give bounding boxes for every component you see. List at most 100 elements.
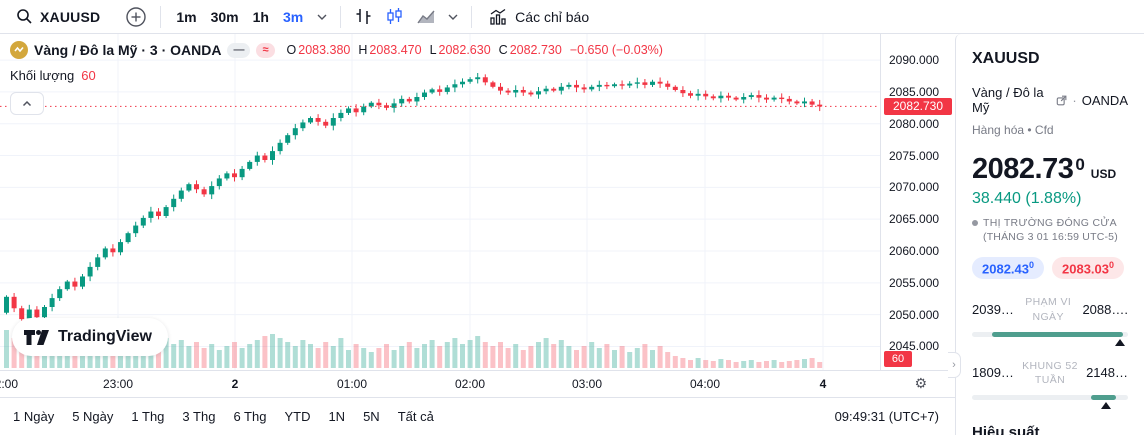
- sidebar-last-price: 2082.73 0 USD: [972, 153, 1128, 186]
- interval-button-1h[interactable]: 1h: [252, 8, 269, 25]
- sidebar-symbol-title: XAUUSD: [972, 50, 1040, 67]
- market-status-time: (THÁNG 3 01 16:59 UTC-5): [983, 231, 1118, 243]
- sidebar-symbol-name[interactable]: Vàng / Đô la Mỹ: [972, 85, 1044, 115]
- time-tick-label: 03:00: [571, 377, 603, 391]
- price-axis[interactable]: 2090.000 2085.000 2080.000 2075.000 2070.000…: [880, 34, 955, 370]
- time-tick-label: 2: [231, 377, 239, 391]
- indicators-button[interactable]: Các chỉ báo: [480, 3, 597, 31]
- time-tick-label: 02:00: [454, 377, 486, 391]
- time-tick-label: 01:00: [336, 377, 368, 391]
- market-status-label: THỊ TRƯỜNG ĐÓNG CỬA: [983, 217, 1117, 229]
- chart-main-column: Vàng / Đô la Mỹ · 3 · OANDA — ≈ O 2083.38…: [0, 34, 955, 435]
- chart-type-dropdown-chevron[interactable]: [443, 7, 463, 27]
- candles-chart-icon: [387, 8, 402, 24]
- week52-range-bar: [972, 395, 1128, 410]
- range-button-3-thg[interactable]: 3 Thg: [182, 409, 216, 424]
- range-button-6-thg[interactable]: 6 Thg: [233, 409, 267, 424]
- gear-icon[interactable]: ⚙: [914, 375, 927, 391]
- ohlc-change: −0.650 (−0.03%): [569, 43, 663, 57]
- pane-collapse-button[interactable]: [10, 92, 44, 115]
- time-axis[interactable]: ⚙ 22:00 23:00 2 01:00 02:00 03:00 04:00 4: [0, 370, 955, 397]
- week52-low: 1809…: [972, 365, 1014, 381]
- ask-pill[interactable]: 2083.030: [1052, 257, 1125, 280]
- indicators-icon: [490, 8, 506, 25]
- chart-region: Vàng / Đô la Mỹ · 3 · OANDA — ≈ O 2083.38…: [0, 34, 955, 370]
- day-range-label: PHẠM VI NGÀY: [1025, 296, 1072, 323]
- toolbar-symbol-label: XAUUSD: [40, 8, 101, 25]
- last-price-badge: 2082.730: [884, 97, 952, 115]
- week52-high: 2148…: [1086, 365, 1128, 381]
- interval-button-3m[interactable]: 3m: [282, 8, 304, 25]
- symbol-detail-sidebar: XAUUSD Vàng / Đô la Mỹ · OANDA Hàng hóa …: [955, 34, 1144, 435]
- chart-type-area-button[interactable]: [411, 3, 441, 30]
- search-icon: [17, 9, 32, 24]
- ohlc-values: O 2083.380 H 2083.470 L 2082.630 C 2082.730 −0.6…: [287, 43, 663, 57]
- time-tick-label: 04:00: [689, 377, 721, 391]
- day-range-fill: [992, 331, 1124, 337]
- sidebar-price-change: 38.440 (1.88%): [972, 190, 1082, 207]
- sidebar-collapse-handle[interactable]: ›: [948, 352, 961, 378]
- range-button-1n[interactable]: 1N: [328, 409, 346, 424]
- price-sup: 0: [1075, 155, 1085, 174]
- sidebar-exchange-label[interactable]: OANDA: [1081, 92, 1128, 108]
- ohlc-value: 2082.730: [509, 43, 562, 57]
- range-button-1-thg[interactable]: 1 Thg: [131, 409, 165, 424]
- indicators-label: Các chỉ báo: [515, 8, 590, 25]
- day-range-bar: [972, 331, 1128, 346]
- day-range-marker-icon: [1115, 338, 1126, 346]
- price-chart-canvas[interactable]: [0, 34, 880, 370]
- range-button-1-ngày[interactable]: 1 Ngày: [13, 409, 55, 424]
- ohlc-label: O: [286, 43, 297, 57]
- bid-pill[interactable]: 2082.430: [972, 257, 1045, 280]
- interval-button-30m[interactable]: 30m: [210, 8, 239, 25]
- external-link-icon[interactable]: [1056, 94, 1067, 107]
- price-tick-label: 2080.000: [889, 116, 940, 131]
- price-tick-label: 2070.000: [889, 180, 940, 195]
- ohlc-label: L: [429, 43, 437, 57]
- ohlc-value: 2083.470: [369, 43, 422, 57]
- bars-chart-icon: [356, 9, 371, 24]
- interval-group: 1m 30m 1h 3m: [169, 5, 310, 29]
- range-button-ytd[interactable]: YTD: [284, 409, 311, 424]
- time-tick-label: 23:00: [102, 377, 134, 391]
- price-tick-label: 2090.000: [889, 53, 940, 68]
- volume-study-value: 60: [81, 68, 96, 83]
- range-button-5n[interactable]: 5N: [363, 409, 380, 424]
- market-closed-pill[interactable]: ≈: [256, 42, 275, 58]
- range-button-tất-cả[interactable]: Tất cả: [397, 409, 434, 424]
- plus-circle-icon: [126, 6, 147, 27]
- range-button-5-ngày[interactable]: 5 Ngày: [72, 409, 114, 424]
- volume-study-label[interactable]: Khối lượng: [10, 68, 75, 83]
- bottom-toolbar: 1 Ngày 5 Ngày 1 Thg 3 Thg 6 Thg YTD 1N 5N Tất cả…: [0, 397, 955, 435]
- week52-range-fill: [1090, 395, 1116, 401]
- price-tick-label: 2075.000: [889, 148, 940, 163]
- chart-type-candles-button[interactable]: [380, 3, 409, 30]
- week52-label: KHUNG 52 TUẦN: [1022, 359, 1078, 386]
- symbol-search-button[interactable]: XAUUSD: [8, 4, 108, 29]
- price-currency: USD: [1090, 167, 1117, 181]
- compare-add-button[interactable]: [120, 2, 152, 32]
- area-chart-icon: [417, 10, 435, 24]
- toolbar-divider: [471, 5, 473, 28]
- ohlc-value: 2083.380: [298, 43, 351, 57]
- ohlc-label: C: [498, 43, 508, 57]
- legend-collapse-pill[interactable]: —: [227, 42, 251, 58]
- date-range-group: 1 Ngày 5 Ngày 1 Thg 3 Thg 6 Thg YTD 1N 5N Tất cả: [4, 403, 443, 430]
- tradingview-logo-icon: [24, 329, 49, 345]
- symbol-title[interactable]: Vàng / Đô la Mỹ · 3 · OANDA: [34, 42, 222, 58]
- clock-utc-label[interactable]: 09:49:31 (UTC+7): [834, 409, 939, 424]
- market-status-dot: [972, 220, 978, 226]
- price-tick-label: 2060.000: [889, 244, 940, 258]
- price-tick-label: 2045.000: [889, 339, 940, 354]
- sidebar-instrument-type: Hàng hóa • Cfd: [972, 123, 1054, 137]
- interval-dropdown-chevron[interactable]: [312, 7, 332, 27]
- chart-legend: Vàng / Đô la Mỹ · 3 · OANDA — ≈ O 2083.38…: [10, 41, 663, 115]
- watermark-label: TradingView: [58, 328, 152, 345]
- interval-button-1m[interactable]: 1m: [176, 8, 197, 25]
- separator-dot: ·: [1072, 92, 1077, 108]
- chart-type-bars-button[interactable]: [349, 3, 378, 30]
- chevron-up-icon: [22, 100, 32, 106]
- market-status-row: THỊ TRƯỜNG ĐÓNG CỬA: [972, 217, 1128, 229]
- volume-badge: 60: [884, 351, 912, 367]
